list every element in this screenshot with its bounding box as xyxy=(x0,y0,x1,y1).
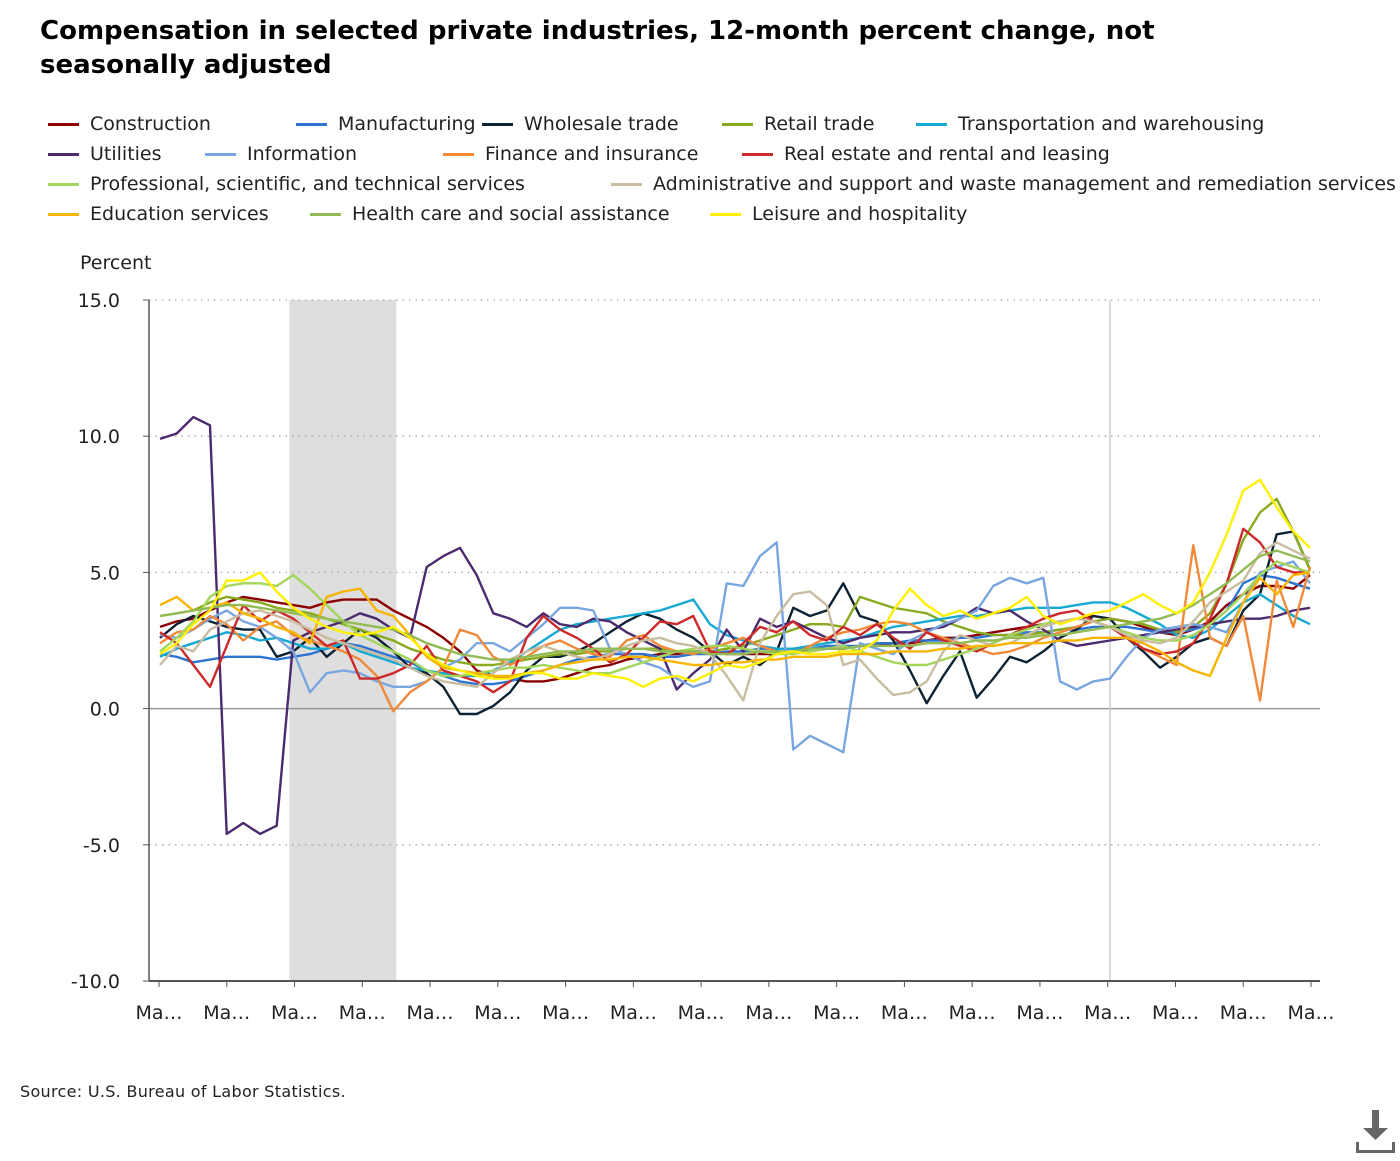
legend-swatch xyxy=(443,152,474,156)
x-tick-label: Ma… xyxy=(881,1002,928,1024)
x-tick-label: Ma… xyxy=(271,1002,318,1024)
series-line xyxy=(159,593,1311,678)
legend-item[interactable]: Education services xyxy=(48,200,269,228)
legend-swatch xyxy=(611,182,642,186)
y-axis-title: Percent xyxy=(80,252,152,274)
legend-label: Manufacturing xyxy=(338,113,476,135)
legend-swatch xyxy=(205,152,236,156)
legend-item[interactable]: Retail trade xyxy=(722,110,874,138)
legend-item[interactable]: Transportation and warehousing xyxy=(916,110,1264,138)
legend-item[interactable]: Administrative and support and waste man… xyxy=(611,170,1396,198)
legend-label: Finance and insurance xyxy=(485,143,699,165)
legend-item[interactable]: Construction xyxy=(48,110,211,138)
x-tick-label: Ma… xyxy=(474,1002,521,1024)
legend-swatch xyxy=(722,122,753,126)
legend-swatch xyxy=(296,122,327,126)
legend-swatch xyxy=(48,122,79,126)
x-tick-label: Ma… xyxy=(542,1002,589,1024)
legend-swatch xyxy=(48,182,79,186)
y-tick-label: 15.0 xyxy=(78,290,120,312)
chart-title: Compensation in selected private industr… xyxy=(40,16,1155,80)
series-line xyxy=(159,530,1312,716)
legend-label: Professional, scientific, and technical … xyxy=(90,173,525,195)
x-tick-label: Ma… xyxy=(745,1002,792,1024)
legend-item[interactable]: Information xyxy=(205,140,357,168)
x-tick-label: Ma… xyxy=(1220,1002,1267,1024)
y-tick-label: -5.0 xyxy=(83,835,120,857)
x-tick-label: Ma… xyxy=(949,1002,996,1024)
y-tick-label: 5.0 xyxy=(90,562,120,584)
series-line xyxy=(159,560,1311,678)
x-tick-label: Ma… xyxy=(1084,1002,1131,1024)
legend-label: Real estate and rental and leasing xyxy=(784,143,1110,165)
legend-item[interactable]: Real estate and rental and leasing xyxy=(742,140,1110,168)
legend-swatch xyxy=(742,152,773,156)
x-tick-label: Ma… xyxy=(135,1002,182,1024)
legend-label: Construction xyxy=(90,113,211,135)
x-tick-label: Ma… xyxy=(203,1002,250,1024)
legend-label: Wholesale trade xyxy=(524,113,679,135)
legend-label: Leisure and hospitality xyxy=(752,203,968,225)
y-tick-label: -10.0 xyxy=(71,971,120,993)
legend-item[interactable]: Utilities xyxy=(48,140,162,168)
legend-label: Health care and social assistance xyxy=(352,203,670,225)
series-line xyxy=(159,541,1311,754)
legend-label: Transportation and warehousing xyxy=(958,113,1265,135)
series-line xyxy=(159,549,1311,661)
legend-item[interactable]: Leisure and hospitality xyxy=(710,200,967,228)
x-tick-label: Ma… xyxy=(1152,1002,1199,1024)
series-line xyxy=(159,478,1311,688)
legend-item[interactable]: Manufacturing xyxy=(296,110,476,138)
x-tick-label: Ma… xyxy=(678,1002,725,1024)
legend-swatch xyxy=(48,212,79,216)
series-line xyxy=(159,527,1310,694)
x-tick-label: Ma… xyxy=(813,1002,860,1024)
legend-label: Retail trade xyxy=(764,113,875,135)
x-tick-label: Ma… xyxy=(1016,1002,1063,1024)
legend-label: Education services xyxy=(90,203,269,225)
legend-item[interactable]: Professional, scientific, and technical … xyxy=(48,170,525,198)
legend-swatch xyxy=(916,122,947,126)
y-tick-label: 0.0 xyxy=(90,699,120,721)
legend-label: Information xyxy=(247,143,357,165)
legend-swatch xyxy=(710,212,741,216)
x-tick-label: Ma… xyxy=(610,1002,657,1024)
source-note: Source: U.S. Bureau of Labor Statistics. xyxy=(20,1082,346,1101)
legend-item[interactable]: Health care and social assistance xyxy=(310,200,670,228)
x-tick-label: Ma… xyxy=(339,1002,386,1024)
legend-item[interactable]: Finance and insurance xyxy=(443,140,698,168)
x-tick-label: Ma… xyxy=(407,1002,454,1024)
series-line xyxy=(159,541,1311,702)
legend-label: Administrative and support and waste man… xyxy=(653,173,1396,195)
x-tick-label: Ma… xyxy=(1287,1002,1334,1024)
legend-swatch xyxy=(310,212,341,216)
legend-label: Utilities xyxy=(90,143,162,165)
y-tick-label: 10.0 xyxy=(78,426,120,448)
download-icon[interactable] xyxy=(1352,1108,1396,1156)
legend-swatch xyxy=(482,122,513,126)
legend-item[interactable]: Wholesale trade xyxy=(482,110,679,138)
legend-swatch xyxy=(48,152,79,156)
series-line xyxy=(159,571,1311,678)
